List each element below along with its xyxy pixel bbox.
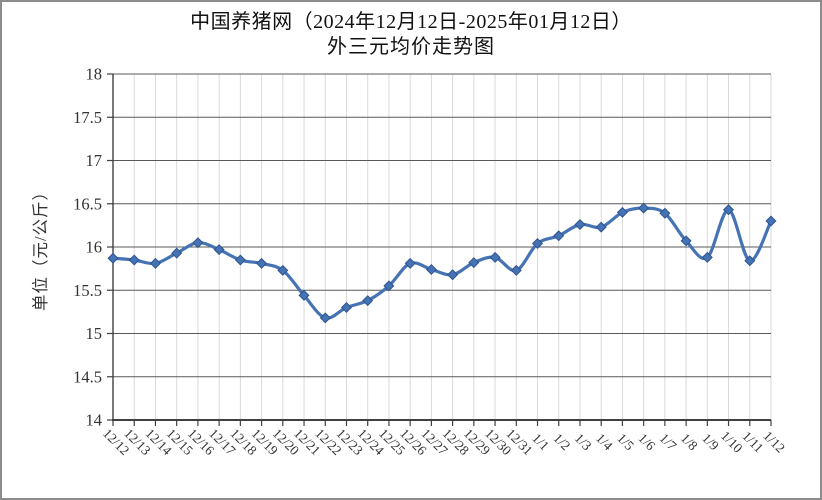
data-point-marker bbox=[404, 257, 416, 269]
x-tick-label: 1/7 bbox=[657, 430, 680, 453]
data-point-marker bbox=[340, 301, 353, 314]
data-point-marker bbox=[616, 206, 628, 218]
data-point-marker bbox=[553, 230, 565, 242]
data-point-marker bbox=[510, 264, 522, 276]
x-tick-label: 1/12 bbox=[760, 428, 788, 456]
x-tick-label: 1/10 bbox=[718, 428, 746, 456]
x-tick-label: 1/4 bbox=[593, 430, 616, 453]
tick-marks bbox=[107, 73, 772, 426]
price-series-line bbox=[111, 206, 773, 320]
data-point-marker bbox=[234, 254, 246, 266]
y-tick-label: 16.5 bbox=[73, 194, 102, 213]
data-point-markers bbox=[107, 202, 777, 324]
data-point-marker bbox=[468, 257, 480, 269]
data-point-marker bbox=[362, 295, 374, 307]
data-point-marker bbox=[595, 221, 607, 233]
y-tick-label: 14 bbox=[86, 411, 103, 430]
data-point-marker bbox=[701, 251, 713, 263]
data-point-marker bbox=[447, 269, 459, 281]
data-point-marker bbox=[659, 207, 671, 219]
data-point-marker bbox=[107, 252, 119, 264]
data-point-marker bbox=[128, 254, 140, 266]
data-point-marker bbox=[149, 257, 162, 269]
data-point-marker bbox=[213, 244, 225, 256]
y-tick-labels: 18 17.5 17 16.5 16 15.5 15 14.5 14 bbox=[73, 65, 102, 430]
x-tick-label: 1/11 bbox=[739, 428, 766, 455]
x-tick-label: 1/8 bbox=[678, 430, 701, 453]
y-tick-label: 15.5 bbox=[73, 281, 102, 300]
x-tick-label: 1/6 bbox=[635, 430, 658, 453]
data-point-marker bbox=[256, 257, 268, 269]
data-point-marker bbox=[192, 237, 204, 249]
data-point-marker bbox=[383, 280, 395, 292]
data-point-marker bbox=[765, 215, 777, 227]
x-tick-labels: 12/1212/1312/1412/1512/1612/1712/1812/19… bbox=[100, 426, 788, 459]
data-point-marker bbox=[171, 247, 183, 259]
x-tick-label: 1/9 bbox=[699, 430, 722, 453]
x-tick-label: 1/2 bbox=[551, 430, 574, 453]
data-point-marker bbox=[298, 289, 310, 301]
y-tick-label: 17 bbox=[86, 151, 103, 170]
data-point-marker bbox=[574, 218, 586, 231]
y-tick-label: 14.5 bbox=[73, 367, 102, 386]
data-point-marker bbox=[744, 255, 756, 267]
y-axis-title: 单位（元/公斤） bbox=[31, 183, 50, 311]
data-point-marker bbox=[722, 204, 735, 216]
x-tick-label: 1/3 bbox=[572, 430, 595, 453]
horizontal-gridlines bbox=[113, 73, 771, 378]
data-point-marker bbox=[638, 202, 650, 214]
x-tick-label: 1/5 bbox=[614, 430, 637, 453]
data-point-marker bbox=[425, 263, 437, 276]
data-point-marker bbox=[319, 312, 331, 324]
y-tick-label: 16 bbox=[86, 238, 103, 257]
y-tick-label: 15 bbox=[86, 324, 103, 343]
data-point-marker bbox=[277, 264, 289, 276]
data-point-marker bbox=[680, 235, 692, 247]
data-point-marker bbox=[489, 251, 501, 263]
y-tick-label: 17.5 bbox=[73, 108, 102, 127]
y-tick-label: 18 bbox=[86, 65, 103, 84]
data-point-marker bbox=[531, 237, 544, 250]
